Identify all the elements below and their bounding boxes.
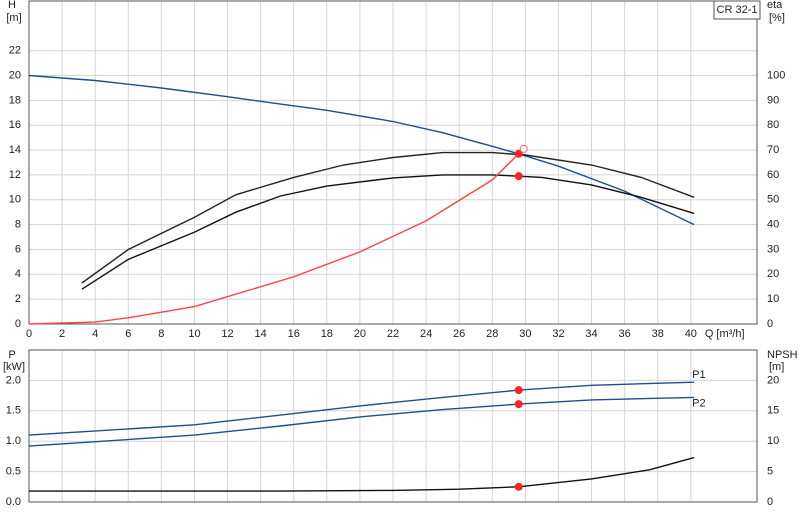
y-tick-label: 12 xyxy=(9,169,21,181)
curve xyxy=(28,153,520,325)
y2-tick-label: 15 xyxy=(767,405,779,417)
legend-box xyxy=(713,0,761,20)
y2-tick-label: 20 xyxy=(767,374,779,386)
x-tick-label: 10 xyxy=(188,328,200,340)
duty-point xyxy=(514,482,523,491)
x-tick-label: 16 xyxy=(288,328,300,340)
y2-tick-label: 100 xyxy=(767,69,785,81)
y2-axis-label: eta xyxy=(767,0,783,11)
curve xyxy=(28,74,695,226)
curve xyxy=(29,456,695,492)
y2-axis-unit: [m] xyxy=(769,361,784,373)
duty-point xyxy=(514,386,523,395)
y2-tick-label: 10 xyxy=(767,293,779,305)
y2-tick-label: 5 xyxy=(767,466,773,478)
curve xyxy=(28,396,695,447)
y-tick-label: 2 xyxy=(15,293,21,305)
y2-tick-label: 40 xyxy=(767,219,779,231)
y-axis-unit: [kW] xyxy=(3,361,25,373)
x-tick-label: 34 xyxy=(585,328,597,340)
y2-tick-label: 70 xyxy=(767,144,779,156)
y-tick-label: 1.5 xyxy=(6,405,21,417)
y2-tick-label: 0 xyxy=(767,496,773,508)
x-axis-label: Q [m³/h] xyxy=(705,328,745,340)
y-tick-label: 22 xyxy=(9,45,21,57)
duty-point xyxy=(514,172,523,181)
curve xyxy=(81,151,695,284)
curve xyxy=(28,381,695,436)
x-tick-label: 0 xyxy=(26,328,32,340)
x-tick-label: 26 xyxy=(453,328,465,340)
y-tick-label: 14 xyxy=(9,144,21,156)
x-tick-label: 30 xyxy=(519,328,531,340)
x-tick-label: 24 xyxy=(420,328,432,340)
y-tick-label: 8 xyxy=(15,219,21,231)
y2-tick-label: 80 xyxy=(767,119,779,131)
duty-point xyxy=(514,400,523,409)
y2-tick-label: 10 xyxy=(767,435,779,447)
plot-frame xyxy=(28,0,758,325)
x-tick-label: 4 xyxy=(92,328,98,340)
y2-tick-label: 50 xyxy=(767,194,779,206)
x-tick-label: 2 xyxy=(59,328,65,340)
duty-point xyxy=(514,149,523,158)
x-tick-label: 32 xyxy=(552,328,564,340)
y-tick-label: 0.0 xyxy=(6,496,21,508)
x-tick-label: 22 xyxy=(387,328,399,340)
y2-axis-unit: [%] xyxy=(769,12,785,24)
y-tick-label: 10 xyxy=(9,194,21,206)
y2-tick-label: 90 xyxy=(767,94,779,106)
x-tick-label: 8 xyxy=(158,328,164,340)
x-tick-label: 18 xyxy=(321,328,333,340)
duty-point xyxy=(519,144,528,153)
y-tick-label: 0.5 xyxy=(6,466,21,478)
y-tick-label: 6 xyxy=(15,243,21,255)
x-tick-label: 36 xyxy=(619,328,631,340)
y-axis-label: P xyxy=(8,349,15,361)
x-tick-label: 14 xyxy=(255,328,267,340)
plot-frame xyxy=(28,349,758,503)
y2-tick-label: 30 xyxy=(767,243,779,255)
x-tick-label: 40 xyxy=(685,328,697,340)
curve-label: P2 xyxy=(692,397,705,409)
curve xyxy=(81,174,695,290)
x-tick-label: 20 xyxy=(354,328,366,340)
y2-tick-label: 60 xyxy=(767,169,779,181)
x-tick-label: 6 xyxy=(125,328,131,340)
y-axis-unit: [m] xyxy=(6,12,21,24)
y-tick-label: 4 xyxy=(15,268,21,280)
x-tick-label: 28 xyxy=(486,328,498,340)
y-tick-label: 16 xyxy=(9,119,21,131)
y-tick-label: 1.0 xyxy=(6,435,21,447)
y-axis-label: H xyxy=(8,0,16,11)
x-tick-label: 12 xyxy=(221,328,233,340)
y2-tick-label: 0 xyxy=(767,318,773,330)
curve-label: P1 xyxy=(692,369,705,381)
x-tick-label: 38 xyxy=(652,328,664,340)
y-tick-label: 18 xyxy=(9,94,21,106)
y-tick-label: 20 xyxy=(9,69,21,81)
y2-axis-label: NPSH xyxy=(767,349,798,361)
y-tick-label: 0 xyxy=(15,318,21,330)
y-tick-label: 2.0 xyxy=(6,374,21,386)
y2-tick-label: 20 xyxy=(767,268,779,280)
legend-label: CR 32-1 xyxy=(717,4,758,16)
